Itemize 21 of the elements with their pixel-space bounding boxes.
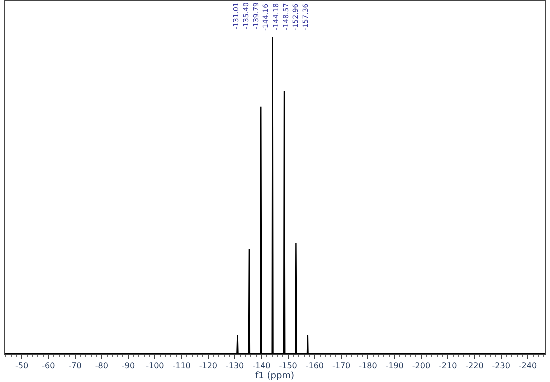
- x-tick-label: -90: [122, 362, 136, 371]
- x-tick-label: -140: [252, 362, 271, 371]
- x-tick-label: -240: [518, 362, 538, 371]
- x-tick-label: -210: [439, 362, 458, 371]
- x-tick-label: -220: [466, 362, 484, 371]
- x-tick-label: -190: [386, 362, 404, 371]
- x-tick-label: -180: [359, 362, 378, 371]
- x-axis-title: f1 (ppm): [256, 371, 294, 382]
- x-tick-label: -150: [279, 362, 298, 371]
- x-tick-label: -130: [226, 362, 244, 371]
- x-tick-label: -50: [16, 362, 29, 371]
- x-tick-label: -70: [68, 362, 82, 371]
- x-tick-label: -120: [199, 362, 218, 371]
- x-tick-label: -160: [306, 362, 324, 371]
- x-tick-label: -60: [42, 362, 56, 371]
- x-tick-label: -110: [172, 362, 191, 371]
- x-tick-label: -230: [492, 362, 510, 371]
- x-tick-label: -100: [146, 362, 164, 371]
- x-tick-label: -170: [332, 362, 351, 371]
- x-tick-label: -200: [412, 362, 431, 371]
- x-tick-label: -80: [95, 362, 108, 371]
